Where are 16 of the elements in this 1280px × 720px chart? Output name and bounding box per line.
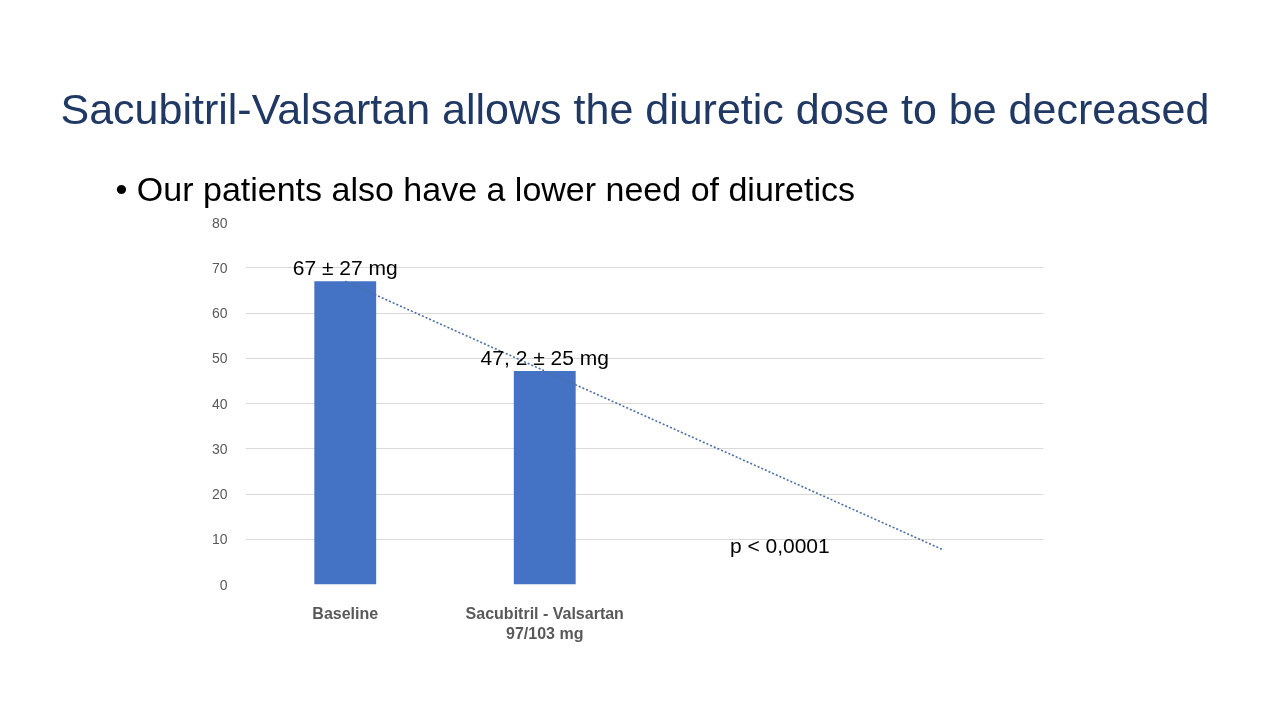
chart-title: Sacubitril-Valsartan allows the diuretic dose to be decreased xyxy=(60,85,1210,133)
y-tick-label: 30 xyxy=(211,440,228,457)
y-tick-label: 70 xyxy=(211,259,228,276)
y-tick-label: 60 xyxy=(211,305,228,321)
y-tick-label: 80 xyxy=(211,214,228,231)
y-tick-label: 0 xyxy=(219,576,228,593)
x-tick-label: Sacubitril - Valsartan 97/103 mg xyxy=(465,604,624,642)
y-tick-label: 40 xyxy=(211,395,228,412)
y-tick-label: 50 xyxy=(211,350,228,367)
y-tick-label: 20 xyxy=(211,486,228,502)
data-label: 67 ± 27 mg xyxy=(292,256,398,280)
y-tick-label: 10 xyxy=(211,531,228,548)
annotation: p < 0,0001 xyxy=(729,533,830,557)
chart-subtitle: • Our patients also have a lower need of diuretics xyxy=(115,170,856,208)
x-tick-label: Baseline xyxy=(312,604,379,622)
data-label: 47, 2 ± 25 mg xyxy=(480,345,609,369)
